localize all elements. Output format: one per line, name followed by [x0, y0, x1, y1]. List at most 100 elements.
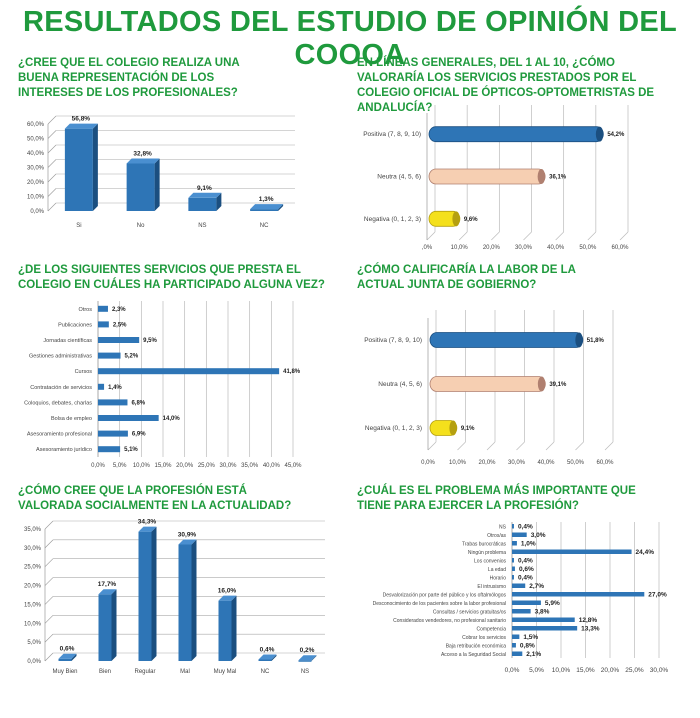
data-label: 9,1%: [461, 426, 475, 432]
category-label: Ningún problema: [468, 550, 506, 556]
y-tick-label: 5,0%: [27, 640, 41, 646]
bar: [428, 168, 546, 185]
question-social-valuation: ¿CÓMO CREE QUE LA PROFESIÓN ESTÁ VALORAD…: [18, 485, 292, 512]
x-tick-label: 40,0%: [263, 463, 281, 469]
bar: [98, 321, 109, 328]
y-tick-label: 20,0%: [27, 180, 45, 186]
x-tick-label: 10,0%: [552, 667, 571, 674]
y-tick-label: 10,0%: [24, 621, 42, 627]
grid-line-depth: [587, 231, 597, 241]
category-label: Asesoramiento profesional: [27, 432, 92, 438]
bar-side: [271, 654, 277, 661]
data-label: 0,4%: [260, 646, 275, 653]
grid-line-depth: [555, 231, 564, 241]
bar-side: [278, 204, 284, 211]
category-label: Otros: [79, 307, 93, 313]
grid-line-depth: [47, 188, 57, 197]
bar: [512, 634, 520, 639]
data-label: 0,4%: [518, 557, 533, 564]
category-label: Mal: [180, 669, 190, 675]
bar: [512, 583, 526, 588]
bar: [98, 430, 128, 437]
bar: [218, 600, 232, 661]
grid-line-depth: [545, 441, 555, 451]
x-tick-label: 5,0%: [113, 463, 127, 469]
bar-top: [98, 589, 117, 595]
bar: [58, 658, 72, 661]
grid-line-depth: [575, 441, 584, 451]
x-tick-label: 40,0%: [547, 245, 565, 251]
bar: [98, 383, 105, 390]
category-label: Baja retribución económica: [446, 643, 507, 649]
category-label: NS: [499, 524, 507, 530]
bar-end: [595, 126, 604, 142]
data-label: 34,3%: [138, 519, 157, 526]
bar: [250, 209, 279, 211]
category-label: Neutra (4, 5, 6): [378, 381, 422, 388]
x-tick-label: 15,0%: [576, 667, 595, 674]
bar-side: [311, 655, 317, 661]
category-label: Regular: [134, 669, 155, 675]
category-label: Si: [76, 223, 81, 229]
data-label: 5,9%: [545, 600, 560, 607]
data-label: 13,3%: [581, 625, 600, 632]
data-label: 1,0%: [521, 540, 536, 547]
x-tick-label: 20,0%: [176, 463, 194, 469]
y-tick-label: 40,0%: [27, 151, 45, 157]
category-label: Horario: [490, 575, 507, 581]
data-label: 6,9%: [132, 432, 146, 438]
category-label: Asesoramiento jurídico: [36, 447, 92, 453]
grid-line-depth: [619, 231, 629, 241]
data-label: 14,0%: [163, 416, 181, 422]
data-label: 54,2%: [607, 132, 625, 138]
category-label: NC: [261, 669, 270, 675]
bar-end: [537, 169, 546, 184]
category-label: Considerados vendedores, no profesional …: [393, 618, 506, 624]
x-tick-label: 30,0%: [515, 245, 533, 251]
bar-side: [151, 526, 157, 661]
bar-side: [92, 123, 98, 211]
bar-end: [575, 332, 583, 348]
grid-line-depth: [47, 159, 57, 168]
bar: [98, 368, 280, 375]
category-label: Bien: [99, 669, 111, 675]
category-label: NS: [301, 669, 309, 675]
bar-top: [126, 158, 160, 164]
bar-end: [537, 376, 546, 392]
data-label: 1,3%: [259, 196, 274, 203]
bar: [512, 592, 645, 597]
x-tick-label: 20,0%: [478, 460, 496, 466]
data-label: 5,1%: [124, 447, 138, 453]
x-tick-label: 10,0%: [133, 463, 151, 469]
bar-top: [58, 653, 77, 659]
category-label: Cobrar los servicios: [462, 635, 506, 641]
data-label: 9,5%: [143, 338, 157, 344]
data-label: 9,1%: [197, 185, 212, 192]
category-label: Cursos: [75, 369, 93, 375]
grid-line-depth: [458, 231, 468, 241]
question-services-rating: EN LÍNEAS GENERALES, DEL 1 AL 10, ¿CÓMO …: [357, 57, 655, 114]
data-label: 56,8%: [72, 116, 91, 123]
question-representation: ¿CREE QUE EL COLEGIO REALIZA UNA BUENA R…: [18, 57, 240, 99]
data-label: 32,8%: [133, 150, 152, 157]
category-label: Bolsa de empleo: [51, 416, 92, 422]
grid-line-depth: [44, 577, 54, 586]
data-label: 0,6%: [60, 646, 75, 653]
bar-top: [250, 204, 284, 210]
bar: [512, 549, 632, 554]
data-label: 41,8%: [283, 369, 301, 375]
category-label: Jornadas científicas: [43, 338, 92, 344]
x-tick-label: 30,0%: [650, 667, 669, 674]
x-tick-label: 15,0%: [154, 463, 172, 469]
bar-top: [64, 123, 98, 129]
category-label: Positiva (7, 8, 9, 10): [363, 131, 421, 138]
data-label: 36,1%: [549, 175, 567, 181]
data-label: 6,8%: [131, 400, 145, 406]
data-label: 3,0%: [531, 532, 546, 539]
bar: [512, 541, 517, 546]
grid-line-depth: [426, 231, 436, 241]
category-label: Coloquios, debates, charlas: [24, 400, 92, 406]
bar-top: [258, 654, 277, 660]
grid-line-depth: [44, 539, 54, 549]
